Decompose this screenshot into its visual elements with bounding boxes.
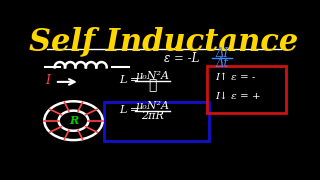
- Text: ε = -L: ε = -L: [164, 52, 199, 65]
- Text: L =: L =: [119, 105, 140, 115]
- Text: I: I: [45, 74, 50, 87]
- Text: 2πR: 2πR: [141, 111, 164, 121]
- Text: Δt: Δt: [216, 57, 229, 70]
- Text: μ₀N²A: μ₀N²A: [136, 71, 170, 81]
- Text: I↓ ε = +: I↓ ε = +: [215, 92, 260, 101]
- Text: I↑ ε = -: I↑ ε = -: [215, 73, 255, 82]
- Text: Self Inductance: Self Inductance: [29, 26, 299, 57]
- Text: ℓ: ℓ: [149, 79, 157, 93]
- Text: μ₀N²A: μ₀N²A: [136, 101, 170, 111]
- Text: L =: L =: [119, 75, 140, 85]
- Text: R: R: [69, 115, 78, 126]
- Text: ΔI: ΔI: [216, 47, 229, 60]
